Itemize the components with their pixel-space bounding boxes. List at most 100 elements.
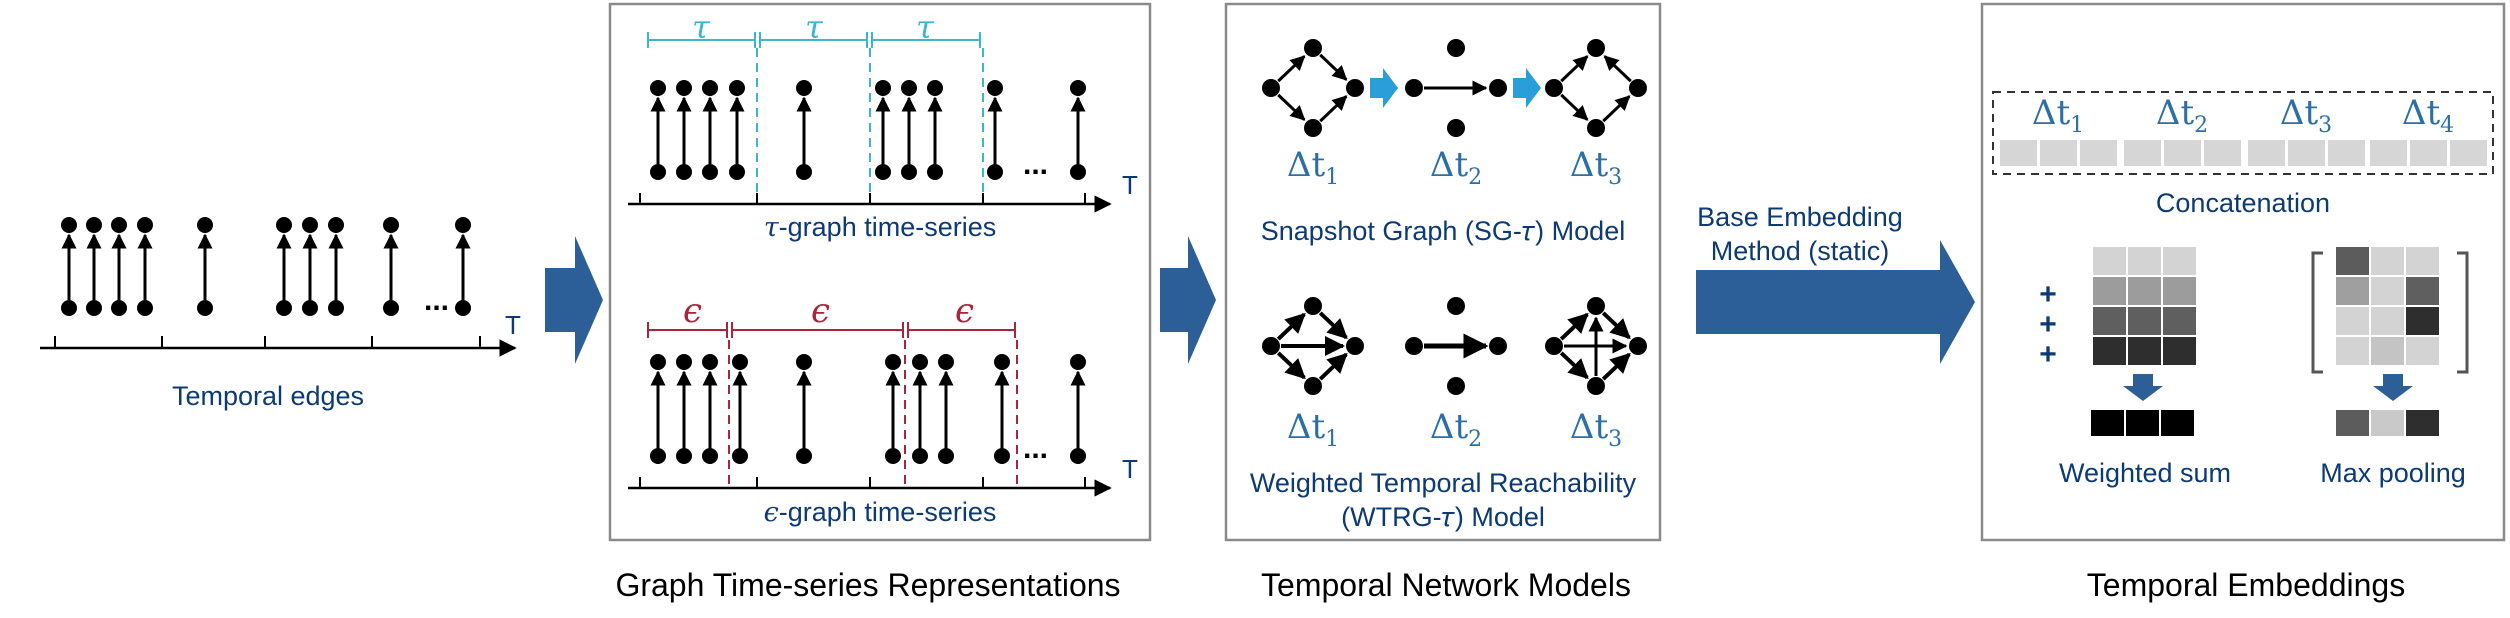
embed-delta-2: Δt2 [2156,93,2208,138]
epsilon-ellipsis: ... [1023,432,1048,465]
wt1-node-3 [1304,377,1322,395]
tau-node-bottom-6 [901,164,917,180]
section-title-embeddings: Temporal Embeddings [2087,567,2405,603]
sg-delta-3: Δt3 [1570,145,1622,190]
weighted-sum-output [2091,410,2194,436]
ws-cell-1-1 [2128,277,2161,305]
epsilon-node-top-6 [912,354,928,370]
temporal-node-top-3 [137,217,153,233]
mp-cell-0-1 [2371,247,2404,275]
epsilon-node-bottom-4 [796,448,812,464]
epsilon-graph-edges [650,354,1086,464]
temporal-node-top-8 [383,217,399,233]
concatenation-cells [2000,140,2487,166]
wt1-edge-2 [1318,311,1348,340]
temporal-node-top-2 [111,217,127,233]
sg1-edge-1 [1277,93,1306,121]
embed-delta-4: Δt4 [2402,93,2454,138]
embed-delta-3: Δt3 [2280,93,2332,138]
tau-caption: τ-graph time-series [764,212,997,243]
sg3-node-2 [1629,79,1647,97]
concat-cell-2-0 [2248,140,2285,166]
temporal-edges-ellipsis: ... [424,284,449,317]
mp-cell-1-2 [2406,277,2439,305]
embed-delta-1: Δt1 [2032,93,2084,138]
ws-cell-0-2 [2163,247,2196,275]
wt1-node-2 [1346,337,1364,355]
temporal-edges-label: Temporal edges [172,381,364,411]
epsilon-node-bottom-0 [650,448,666,464]
sg1-node-3 [1304,119,1322,137]
tau-node-bottom-9 [1070,164,1086,180]
ws-out-cell-1 [2126,410,2159,436]
network-models-panel [1224,2,1662,542]
sg1-edge-3 [1319,95,1348,123]
epsilon-symbol-2: ϵ [811,291,830,331]
epsilon-symbol-1: ϵ [683,291,702,331]
wt1-edge-0 [1276,312,1306,341]
temporal-node-top-4 [197,217,213,233]
sg3-edge-0 [1560,55,1589,83]
sg-delta-2: Δt2 [1430,145,1482,190]
epsilon-window-dividers [728,340,1018,490]
temporal-node-top-6 [302,217,318,233]
temporal-node-top-1 [86,217,102,233]
mp-cell-3-0 [2336,337,2369,365]
sg1-node-1 [1304,39,1322,57]
concat-cell-3-1 [2410,140,2447,166]
ws-cell-1-0 [2093,277,2126,305]
wt1-edge-1 [1276,351,1306,380]
tau-axis-label: T [1122,170,1138,200]
wt2-node-2 [1489,337,1507,355]
concatenation-label: Concatenation [2156,188,2330,218]
epsilon-brackets [647,322,1016,338]
snapshot-graphs [1262,39,1647,137]
wtrg-delta-2: Δt2 [1430,407,1482,452]
epsilon-node-bottom-5 [885,448,901,464]
weighted-sum-label: Weighted sum [2059,458,2231,488]
concat-cell-0-0 [2000,140,2037,166]
wt2-node-0 [1405,337,1423,355]
tau-axis-ticks [639,193,1086,204]
tau-node-bottom-5 [875,164,891,180]
wtrg-delta-3: Δt3 [1570,407,1622,452]
tau-brackets [647,32,981,48]
max-pooling-down-arrow [2373,374,2413,401]
ws-cell-1-2 [2163,277,2196,305]
temporal-node-bottom-6 [302,300,318,316]
tau-node-top-2 [702,80,718,96]
tau-node-bottom-7 [927,164,943,180]
ws-cell-3-2 [2163,337,2196,365]
epsilon-axis-ticks [639,477,1086,488]
base-embedding-line1: Base Embedding [1697,202,1903,232]
epsilon-node-top-9 [1070,354,1086,370]
wt1-node-1 [1304,297,1322,315]
sg3-edge-1 [1603,55,1632,83]
weighted-sum-matrix [2093,247,2196,365]
tau-node-bottom-3 [729,164,745,180]
wtrg-model-label-line2: (WTRG-𝜏) Model [1341,502,1545,532]
mp-cell-2-0 [2336,307,2369,335]
mp-cell-3-2 [2406,337,2439,365]
wt3-node-3 [1587,377,1605,395]
max-pooling-right-bracket [2457,251,2469,374]
tau-symbol-1: τ [692,8,711,46]
tau-node-top-8 [987,80,1003,96]
snapshot-step-arrow-1 [1370,68,1398,108]
temporal-node-bottom-1 [86,300,102,316]
epsilon-node-top-4 [796,354,812,370]
max-pooling-label: Max pooling [2320,458,2466,488]
mp-out-cell-2 [2406,410,2439,436]
tau-symbol-3: τ [916,8,935,46]
tau-ellipsis: ... [1023,148,1048,181]
tau-node-top-5 [875,80,891,96]
sg3-node-3 [1587,119,1605,137]
concat-cell-3-2 [2450,140,2487,166]
wt3-node-2 [1629,337,1647,355]
epsilon-node-top-8 [994,354,1010,370]
sg3-node-1 [1587,39,1605,57]
plus-sign-2: + [2039,308,2057,341]
ws-cell-3-1 [2128,337,2161,365]
tau-node-bottom-8 [987,164,1003,180]
